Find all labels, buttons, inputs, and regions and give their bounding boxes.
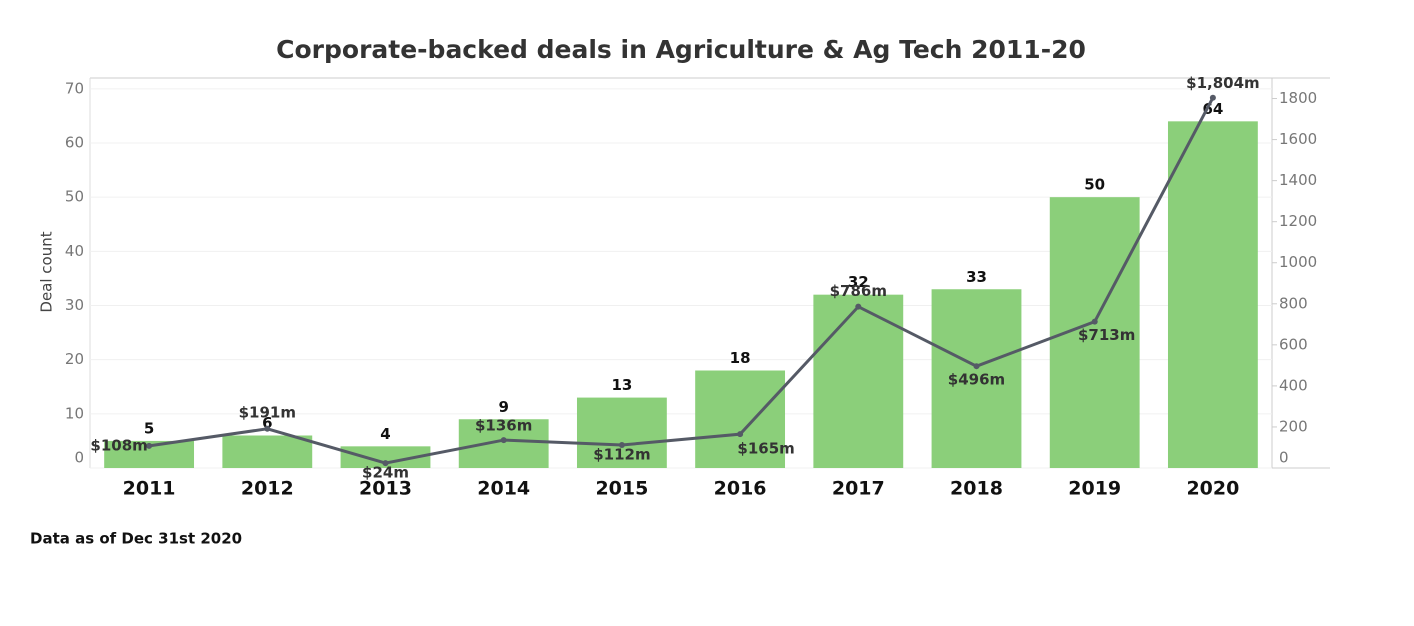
bar [695, 370, 786, 468]
x-tick-label: 2018 [950, 478, 1003, 500]
bar-value-label: 5 [144, 419, 154, 437]
y-tick-label: 60 [65, 134, 84, 152]
bar-value-label: 9 [498, 398, 508, 416]
bar-value-label: 50 [1084, 176, 1105, 194]
line-point [264, 425, 271, 432]
line-point [382, 460, 389, 467]
line-value-label: $786m [830, 282, 887, 300]
bar-value-label: 13 [611, 376, 632, 394]
x-tick-label: 2012 [241, 478, 294, 500]
y-tick-label: 10 [65, 404, 84, 422]
bar [458, 419, 549, 468]
y2-tick-label: 400 [1279, 376, 1308, 394]
line-value-label: $136m [475, 417, 532, 435]
y-tick-label: 50 [65, 188, 84, 206]
y-tick-label: 40 [65, 242, 84, 260]
x-tick-label: 2020 [1186, 478, 1239, 500]
y2-tick-label: 800 [1279, 294, 1308, 312]
bar [1167, 121, 1258, 468]
line-point [973, 363, 980, 370]
y-tick-label: 70 [65, 79, 84, 97]
x-tick-label: 2015 [595, 478, 648, 500]
bar [222, 435, 313, 468]
line-value-label: $713m [1078, 326, 1135, 344]
line-point [737, 431, 744, 438]
bar [340, 446, 431, 468]
line-value-label: $24m [362, 464, 409, 482]
y2-tick-label: 1800 [1279, 89, 1317, 107]
bar-value-label: 6 [262, 414, 272, 432]
y2-tick-label: 1200 [1279, 212, 1317, 230]
y-tick-label: 20 [65, 350, 84, 368]
x-tick-label: 2011 [123, 478, 176, 500]
y2-tick-label: 1400 [1279, 171, 1317, 189]
y2-tick-label: 0 [1279, 449, 1289, 467]
line-value-label: $1,804m [1186, 74, 1260, 92]
y2-tick-label: 200 [1279, 417, 1308, 435]
y-tick-label: 30 [65, 296, 84, 314]
footnote: Data as of Dec 31st 2020 [30, 530, 242, 548]
x-tick-label: 2013 [359, 478, 412, 500]
line-point [855, 303, 862, 310]
bar [931, 289, 1022, 468]
chart-title: Corporate-backed deals in Agriculture & … [276, 35, 1086, 64]
bar-value-label: 32 [848, 273, 869, 291]
line-value-label: $108m [90, 436, 147, 454]
x-tick-label: 2017 [832, 478, 885, 500]
line [148, 97, 1215, 465]
y2-tick-label: 1600 [1279, 130, 1317, 148]
y-tick-label: 0 [74, 449, 84, 467]
line-point [1091, 318, 1098, 325]
bar [576, 397, 667, 468]
bar-value-label: 18 [730, 349, 751, 367]
line-value-label: $112m [593, 446, 650, 464]
line-point [500, 437, 507, 444]
line-value-label: $496m [948, 371, 1005, 389]
line-value-label: $191m [239, 403, 296, 421]
bar-value-label: 64 [1202, 100, 1223, 118]
bar-value-label: 4 [380, 425, 390, 443]
line-value-label: $165m [737, 440, 794, 458]
x-tick-label: 2014 [477, 478, 530, 500]
y2-tick-label: 1000 [1279, 253, 1317, 271]
line-point [146, 442, 153, 449]
x-tick-label: 2016 [714, 478, 767, 500]
line-point [1209, 94, 1216, 101]
bar [813, 294, 904, 468]
y2-tick-label: 600 [1279, 335, 1308, 353]
line-point [618, 442, 625, 449]
y-axis-label: Deal count [38, 231, 56, 312]
x-tick-label: 2019 [1068, 478, 1121, 500]
bar-value-label: 33 [966, 268, 987, 286]
